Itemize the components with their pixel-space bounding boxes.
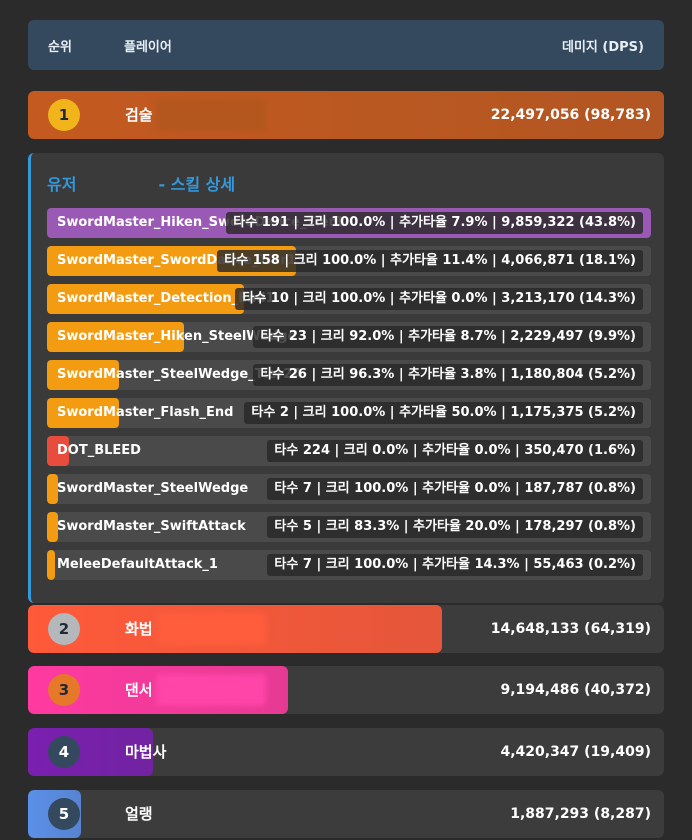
- skill-bar: [47, 360, 120, 390]
- player-row-2[interactable]: 2 화법 14,648,133 (64,319): [28, 605, 664, 653]
- skill-stats: 타수 10 | 크리 100.0% | 추가타율 0.0% | 3,213,17…: [235, 288, 643, 310]
- skill-name: SwordMaster_Detection_End1: [57, 291, 275, 306]
- skill-bar: [47, 398, 119, 428]
- player-damage: 14,648,133 (64,319): [490, 621, 651, 637]
- skill-row: DOT_BLEED 타수 224 | 크리 0.0% | 추가타율 0.0% | …: [47, 436, 651, 466]
- skill-name: DOT_BLEED: [57, 443, 141, 458]
- skill-stats: 타수 26 | 크리 96.3% | 추가타율 3.8% | 1,180,804…: [253, 364, 643, 386]
- skill-stats: 타수 224 | 크리 0.0% | 추가타율 0.0% | 350,470 (…: [267, 440, 643, 462]
- skill-row: SwordMaster_SwiftAttack 타수 5 | 크리 83.3% |…: [47, 512, 651, 542]
- player-name: 화법: [125, 620, 153, 638]
- skill-row: MeleeDefaultAttack_1 타수 7 | 크리 100.0% | 추…: [47, 550, 651, 580]
- blurred-name-redaction: [156, 613, 266, 645]
- skill-bar: [47, 474, 59, 504]
- skill-detail-panel: 유저 - 스킬 상세 SwordMaster_Hiken_SwordDance_T…: [28, 153, 664, 603]
- skill-bar: [47, 284, 244, 314]
- rank-column-header: 순위: [48, 39, 72, 55]
- player-damage: 9,194,486 (40,372): [500, 682, 651, 698]
- skill-row: SwordMaster_Hiken_SwordDance_Tier1 타수 191…: [47, 208, 651, 238]
- skill-stats: 타수 7 | 크리 100.0% | 추가타율 14.3% | 55,463 (…: [267, 554, 643, 576]
- skill-bar: [47, 550, 56, 580]
- player-name: 마법사: [125, 743, 167, 761]
- table-header: 순위 플레이어 데미지 (DPS): [28, 20, 664, 70]
- skill-name: SwordMaster_SteelWedge: [57, 481, 249, 496]
- player-row-5[interactable]: 5 얼랭 1,887,293 (8,287): [28, 790, 664, 838]
- player-name: 검술: [125, 106, 153, 124]
- player-column-header: 플레이어: [124, 39, 172, 55]
- skill-row: SwordMaster_SteelWedge 타수 7 | 크리 100.0% |…: [47, 474, 651, 504]
- player-damage: 1,887,293 (8,287): [510, 806, 651, 822]
- player-name: 얼랭: [125, 805, 153, 823]
- skill-row: SwordMaster_SwordDance_Tier1 타수 158 | 크리 …: [47, 246, 651, 276]
- skill-bar: [47, 322, 184, 352]
- skill-name: SwordMaster_SteelWedge_Tier2A: [57, 367, 303, 382]
- skill-bar: [47, 512, 58, 542]
- skill-name: SwordMaster_Flash_End: [57, 405, 234, 420]
- skill-row: SwordMaster_Hiken_SteelWedge 타수 23 | 크리 9…: [47, 322, 651, 352]
- skill-stats: 타수 7 | 크리 100.0% | 추가타율 0.0% | 187,787 (…: [267, 478, 643, 500]
- blurred-name-redaction: [156, 99, 266, 131]
- skill-stats: 타수 191 | 크리 100.0% | 추가타율 7.9% | 9,859,3…: [226, 212, 643, 234]
- skill-stats: 타수 5 | 크리 83.3% | 추가타율 20.0% | 178,297 (…: [267, 516, 643, 538]
- skill-row: SwordMaster_Detection_End1 타수 10 | 크리 100…: [47, 284, 651, 314]
- skill-stats: 타수 23 | 크리 92.0% | 추가타율 8.7% | 2,229,497…: [253, 326, 643, 348]
- damage-bar: [28, 91, 664, 139]
- detail-title-prefix: 유저: [47, 175, 77, 194]
- skill-row: SwordMaster_Flash_End 타수 2 | 크리 100.0% | …: [47, 398, 651, 428]
- skill-name: MeleeDefaultAttack_1: [57, 557, 218, 572]
- damage-column-header: 데미지 (DPS): [562, 39, 644, 55]
- player-damage: 22,497,056 (98,783): [490, 107, 651, 123]
- skill-name: SwordMaster_Hiken_SteelWedge: [57, 329, 297, 344]
- skill-bar: [47, 436, 69, 466]
- player-name: 댄서: [125, 681, 153, 699]
- rank-badge: 3: [48, 674, 80, 706]
- rank-badge: 2: [48, 613, 80, 645]
- rank-badge: 4: [48, 736, 80, 768]
- player-damage: 4,420,347 (19,409): [500, 744, 651, 760]
- player-row-1[interactable]: 1 검술 22,497,056 (98,783): [28, 91, 664, 139]
- detail-title: 유저 - 스킬 상세: [47, 171, 235, 195]
- rank-badge: 1: [48, 99, 80, 131]
- player-row-3[interactable]: 3 댄서 9,194,486 (40,372): [28, 666, 664, 714]
- skill-name: SwordMaster_SwiftAttack: [57, 519, 246, 534]
- skill-stats: 타수 2 | 크리 100.0% | 추가타율 50.0% | 1,175,37…: [244, 402, 643, 424]
- blurred-name-redaction: [156, 674, 266, 706]
- rank-badge: 5: [48, 798, 80, 830]
- player-row-4[interactable]: 4 마법사 4,420,347 (19,409): [28, 728, 664, 776]
- detail-title-suffix: - 스킬 상세: [158, 175, 236, 194]
- skill-row: SwordMaster_SteelWedge_Tier2A 타수 26 | 크리 …: [47, 360, 651, 390]
- skill-stats: 타수 158 | 크리 100.0% | 추가타율 11.4% | 4,066,…: [217, 250, 643, 272]
